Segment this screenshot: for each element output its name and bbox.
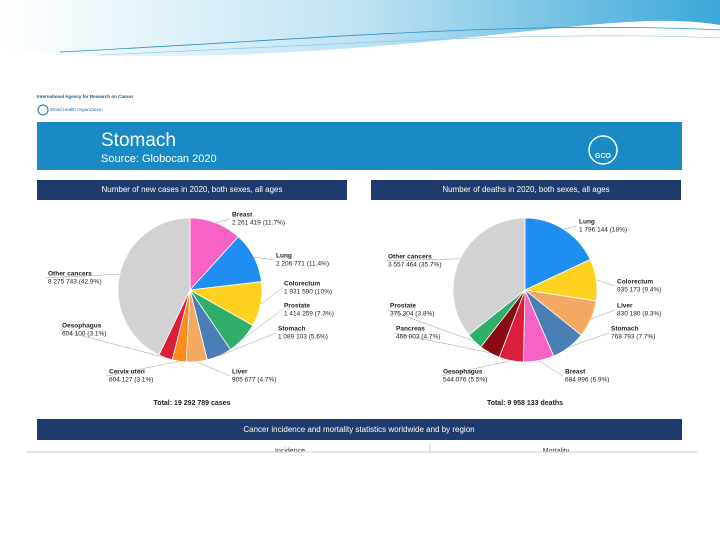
slice-name: Cervix uteri	[109, 369, 145, 376]
chart-total: Total: 19 292 789 cases	[154, 400, 231, 407]
slice-name: Oesophagus	[443, 369, 483, 376]
slice-value: 604 127 (3.1%)	[109, 377, 153, 384]
slice-value: 935 173 (9.4%)	[617, 287, 661, 294]
leader-line	[590, 309, 616, 320]
slice-name: Colorectum	[284, 281, 320, 288]
slice-name: Liver	[232, 369, 248, 376]
wave-line	[99, 35, 720, 56]
incidence-label: Incidence	[275, 448, 305, 455]
slice-value: 1 931 590 (10%)	[284, 289, 332, 296]
leader-line	[387, 309, 475, 342]
slice-name: Other cancers	[48, 271, 92, 278]
leader-line	[106, 360, 180, 377]
gco-text: GCO	[595, 153, 612, 160]
leader-line	[253, 256, 275, 261]
who: World Health Organization	[50, 107, 103, 112]
leader-line	[563, 225, 578, 230]
leader-line	[219, 332, 277, 356]
agency: International Agency for Research on Can…	[37, 94, 134, 99]
chart-title-bar	[37, 180, 347, 200]
slice-value: 375 304 (3.8%)	[390, 311, 434, 318]
leader-line	[596, 279, 616, 287]
slice-name: Liver	[617, 303, 633, 310]
leader-line	[45, 273, 120, 279]
leader-line	[196, 361, 231, 377]
leader-line	[59, 329, 166, 358]
slice-value: 1 414 259 (7.3%)	[284, 311, 334, 318]
slice-value: 604 100 (3.1%)	[62, 331, 106, 338]
slice-value: 1 089 103 (5.6%)	[278, 334, 328, 341]
slice-name: Lung	[579, 219, 595, 226]
charts: Number of new cases in 2020, both sexes,…	[37, 180, 681, 407]
slice-name: Stomach	[278, 326, 305, 333]
slice-value: 684 996 (6.9%)	[565, 377, 609, 384]
leader-line	[385, 258, 461, 262]
leader-line	[260, 287, 283, 305]
slice-value: 830 180 (8.3%)	[617, 311, 661, 318]
slice-value: 466 003 (4.7%)	[396, 334, 440, 341]
leader-line	[538, 360, 564, 377]
slice-value: 905 677 (4.7%)	[232, 377, 276, 384]
chart-title: Number of deaths in 2020, both sexes, al…	[442, 185, 609, 194]
footer-title: Cancer incidence and mortality statistic…	[243, 425, 474, 434]
leader-line	[568, 332, 610, 348]
gco-logo	[588, 135, 618, 165]
leader-line	[242, 309, 283, 339]
slice-name: Other cancers	[388, 254, 432, 261]
pie-slice	[452, 217, 526, 336]
slice-name: Breast	[232, 212, 253, 219]
slice-name: Breast	[565, 369, 586, 376]
chart-title-bar	[371, 180, 681, 200]
page-title: Stomach	[101, 130, 176, 151]
footer-bar	[37, 419, 682, 440]
leader-line	[440, 360, 512, 377]
slice-name: Prostate	[390, 303, 416, 310]
slice-value: 1 796 144 (18%)	[579, 227, 627, 234]
banner	[37, 122, 682, 170]
chart-title: Number of new cases in 2020, both sexes,…	[102, 185, 283, 194]
slice-value: 544 076 (5.5%)	[443, 377, 487, 384]
wave-line	[59, 26, 720, 53]
slice-value: 768 793 (7.7%)	[611, 334, 655, 341]
slice-name: Pancreas	[396, 326, 425, 333]
slice-name: Prostate	[284, 303, 310, 310]
leader-line	[215, 218, 231, 224]
who-logo	[37, 104, 49, 116]
slice-name: Colorectum	[617, 279, 653, 286]
slice-value: 3 557 464 (35.7%)	[388, 262, 441, 269]
slice-value: 2 206 771 (11.4%)	[276, 261, 329, 268]
leader-line	[393, 332, 490, 353]
slice-name: Lung	[276, 253, 292, 260]
slice-name: Oesophagus	[62, 323, 102, 330]
top-wave	[0, 0, 720, 57]
chart-total: Total: 9 958 133 deaths	[487, 400, 563, 407]
mortality-label: Mortality	[543, 448, 570, 455]
slice-name: Stomach	[611, 326, 638, 333]
footer-columns: Incidence Mortality	[275, 448, 570, 455]
slice-value: 8 275 743 (42.9%)	[48, 279, 101, 286]
page-subtitle: Source: Globocan 2020	[101, 153, 217, 165]
slice-value: 2 261 419 (11.7%)	[232, 220, 285, 227]
